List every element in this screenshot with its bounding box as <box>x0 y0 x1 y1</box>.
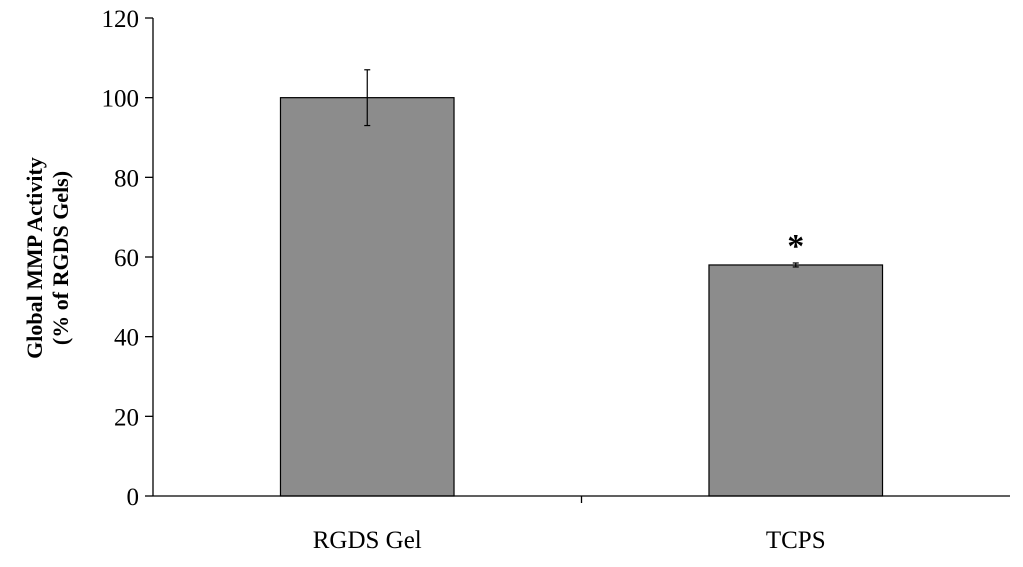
bar <box>708 264 884 497</box>
significance-markers: * <box>787 228 804 265</box>
y-tick-label: 20 <box>114 404 139 431</box>
error-bars <box>364 69 799 268</box>
y-axis-title-line-1: Global MMP Activity <box>22 157 47 359</box>
axes <box>152 18 1010 503</box>
y-tick-label: 60 <box>114 245 139 272</box>
x-category-label: TCPS <box>766 527 826 554</box>
y-tick-label: 40 <box>114 325 139 352</box>
x-category-label: RGDS Gel <box>313 527 422 554</box>
y-axis-title: Global MMP Activity (% of RGDS Gels) <box>22 157 73 359</box>
y-tick-label: 100 <box>102 86 140 113</box>
y-axis-ticks: 0 20 40 60 80 100 120 <box>102 6 153 511</box>
y-tick-label: 120 <box>102 6 140 33</box>
x-axis-category-labels: RGDS Gel TCPS <box>313 527 826 554</box>
bars <box>279 97 884 497</box>
bar <box>279 97 455 497</box>
y-tick-label: 0 <box>127 484 140 511</box>
y-tick-label: 80 <box>114 165 139 192</box>
significance-asterisk: * <box>787 228 804 265</box>
y-axis-title-line-2: (% of RGDS Gels) <box>48 171 73 345</box>
